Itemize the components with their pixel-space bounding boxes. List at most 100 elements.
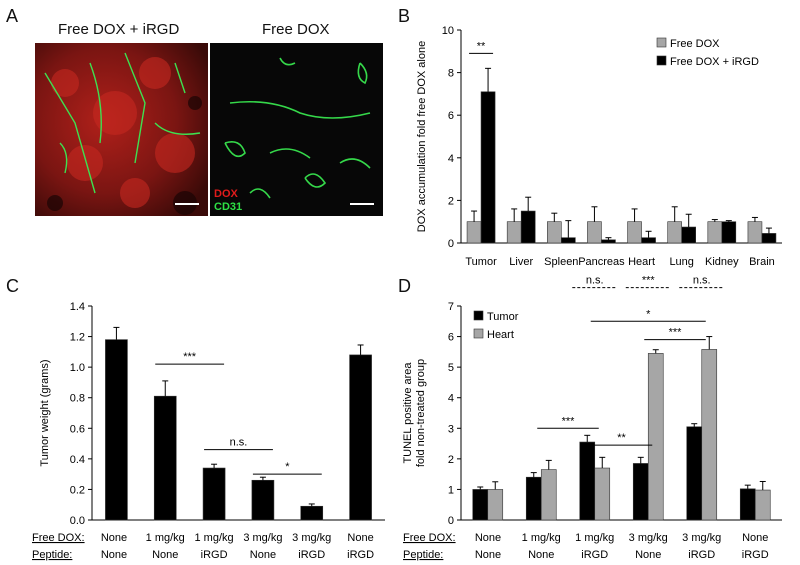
chart-c-y-label: Tumor weight (grams): [39, 359, 51, 466]
chart-b-x-tick-label: Heart: [628, 256, 655, 268]
chart-b-y-tick-label: 10: [442, 25, 454, 37]
legend-dox-label: DOX: [214, 188, 238, 200]
chart-c-significance-label: n.s.: [230, 437, 248, 449]
chart-d-bar: [739, 488, 756, 521]
chart-b-legend-label: Free DOX: [670, 38, 720, 50]
chart-d-y-label: fold non-treated group: [415, 359, 427, 467]
micrograph-title-right: Free DOX: [262, 21, 330, 38]
chart-c-category-dox: None: [101, 532, 127, 544]
panel-letter-a: A: [6, 6, 19, 26]
chart-c-y-tick-label: 1.2: [70, 332, 85, 344]
chart-d-category-dox: 1 mg/kg: [522, 532, 561, 544]
chart-d-category-dox: 1 mg/kg: [575, 532, 614, 544]
legend-cd31-label: CD31: [214, 201, 243, 213]
chart-b-y-tick-label: 6: [448, 110, 454, 122]
chart-c-category-dox: None: [347, 532, 373, 544]
chart-c-category-peptide: iRGD: [201, 549, 228, 561]
chart-d-bar: [632, 463, 649, 521]
chart-d-bar: [540, 469, 557, 521]
chart-d-y-label: TUNEL positive area: [402, 362, 414, 464]
chart-d-legend-swatch: [473, 310, 484, 321]
chart-b-y-tick-label: 8: [448, 68, 454, 80]
chart-d-category-dox: None: [475, 532, 501, 544]
chart-d-bar: [701, 349, 718, 521]
chart-d-significance-label: ***: [562, 415, 576, 427]
chart-d-bar: [754, 489, 771, 521]
chart-c-y-tick-label: 0.2: [70, 484, 85, 496]
chart-d-category-peptide: None: [475, 549, 501, 561]
chart-b-x-tick-label: Kidney: [705, 256, 739, 268]
chart-b-y-tick-label: 4: [448, 153, 454, 165]
chart-d-significance-label: **: [617, 432, 626, 444]
chart-d-y-tick-label: 3: [448, 423, 454, 435]
chart-c-row-label-peptide: Peptide:: [32, 549, 72, 561]
chart-d-row-label-peptide: Peptide:: [403, 549, 443, 561]
panel-letter-c: C: [6, 276, 19, 296]
chart-c-y-tick-label: 1.0: [70, 362, 85, 374]
chart-d-category-peptide: None: [635, 549, 661, 561]
chart-b-x-tick-label: Brain: [749, 256, 775, 268]
chart-c-category-dox: 1 mg/kg: [195, 532, 234, 544]
chart-c-category-peptide: None: [152, 549, 178, 561]
chart-c-significance-label: ***: [183, 351, 197, 363]
chart-b-legend-swatch: [656, 37, 667, 48]
chart-d-y-tick-label: 1: [448, 484, 454, 496]
chart-d-category-peptide: None: [528, 549, 554, 561]
chart-d-category-dox: 3 mg/kg: [629, 532, 668, 544]
chart-d-significance-label: ***: [669, 327, 683, 339]
chart-d-y-tick-label: 6: [448, 332, 454, 344]
chart-d-bar: [579, 441, 596, 521]
chart-b-legend-swatch: [656, 55, 667, 66]
micrograph-dox-irgd-image: [35, 43, 208, 216]
chart-d-y-tick-label: 2: [448, 454, 454, 466]
chart-c-y-tick-label: 0.8: [70, 393, 85, 405]
chart-c-category-peptide: None: [250, 549, 276, 561]
chart-d-category-peptide: iRGD: [742, 549, 769, 561]
chart-d-bar: [686, 426, 703, 521]
chart-d-bar: [472, 489, 489, 521]
chart-d-y-tick-label: 0: [448, 515, 454, 527]
chart-c-category-peptide: iRGD: [347, 549, 374, 561]
chart-d-bar: [594, 467, 611, 521]
chart-d-category-dox: None: [742, 532, 768, 544]
chart-b-y-label: DOX accumulation fold free DOX alone: [416, 41, 428, 232]
panel-letter-d: D: [398, 276, 411, 296]
chart-d-significance-label: n.s.: [586, 275, 604, 287]
chart-b-x-tick-label: Tumor: [465, 256, 497, 268]
chart-c-row-label-dox: Free DOX:: [32, 532, 85, 544]
micrograph-dox: DOX CD31: [210, 43, 383, 216]
chart-d-bar: [487, 489, 504, 521]
chart-c-significance-label: *: [285, 461, 290, 473]
chart-c-y-tick-label: 0.0: [70, 515, 85, 527]
chart-b-x-tick-label: Liver: [509, 256, 533, 268]
chart-d-legend-label: Heart: [487, 329, 514, 341]
chart-b-x-tick-label: Spleen: [544, 256, 578, 268]
chart-d-significance-label: *: [646, 308, 651, 320]
chart-b-legend-label: Free DOX + iRGD: [670, 56, 759, 68]
chart-d-bar: [647, 353, 664, 521]
chart-d-row-label-dox: Free DOX:: [403, 532, 456, 544]
chart-c-category-dox: 3 mg/kg: [292, 532, 331, 544]
chart-b-x-tick-label: Pancreas: [578, 256, 625, 268]
chart-c-y-tick-label: 0.6: [70, 423, 85, 435]
chart-b-significance-label: **: [477, 40, 486, 52]
chart-d-y-tick-label: 5: [448, 362, 454, 374]
micrograph-dox-image: [210, 43, 383, 216]
chart-d-significance-label: n.s.: [693, 275, 711, 287]
chart-d-bar: [525, 476, 542, 521]
chart-d-y-tick-label: 7: [448, 301, 454, 313]
chart-d-y-tick-label: 4: [448, 393, 454, 405]
chart-d-legend-swatch: [473, 328, 484, 339]
chart-d-category-dox: 3 mg/kg: [682, 532, 721, 544]
chart-b-y-tick-label: 2: [448, 195, 454, 207]
chart-d-significance-label: ***: [642, 275, 656, 287]
chart-c-category-dox: 1 mg/kg: [146, 532, 185, 544]
micrograph-title-left: Free DOX + iRGD: [58, 21, 180, 38]
chart-d-legend-label: Tumor: [487, 311, 519, 323]
chart-d-category-peptide: iRGD: [688, 549, 715, 561]
chart-b-y-tick-label: 0: [448, 238, 454, 250]
chart-c-y-tick-label: 1.4: [70, 301, 85, 313]
chart-c-y-tick-label: 0.4: [70, 454, 85, 466]
